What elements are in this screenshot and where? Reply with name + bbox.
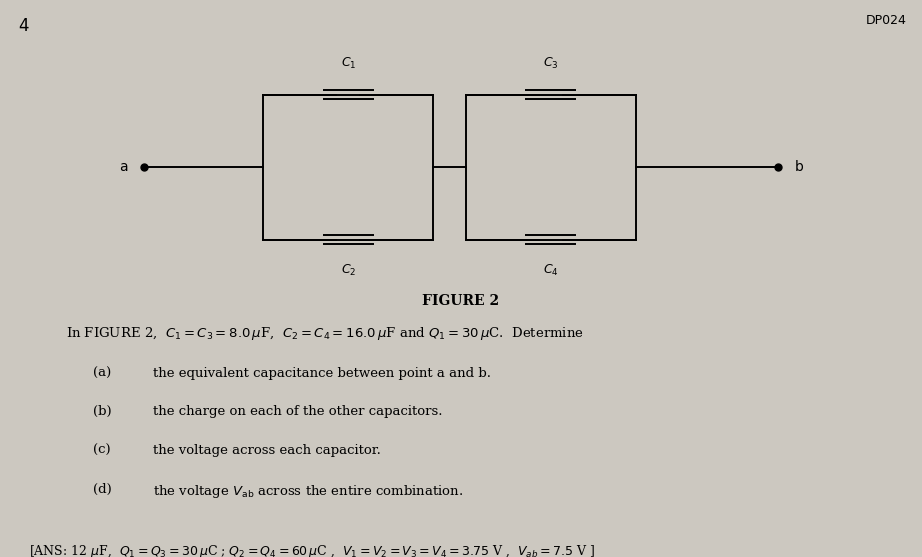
Text: In FIGURE 2,  $C_1 = C_3 = 8.0\,\mu$F,  $C_2 = C_4 = 16.0\,\mu$F and $Q_1 = 30\,: In FIGURE 2, $C_1 = C_3 = 8.0\,\mu$F, $C…: [65, 325, 584, 342]
Text: $C_4$: $C_4$: [543, 263, 559, 278]
Text: b: b: [795, 160, 804, 174]
Text: FIGURE 2: FIGURE 2: [422, 294, 500, 308]
Text: (a): (a): [93, 367, 112, 379]
Text: the voltage across each capacitor.: the voltage across each capacitor.: [153, 444, 381, 457]
Text: DP024: DP024: [866, 14, 907, 27]
Text: $C_2$: $C_2$: [341, 263, 356, 278]
Text: the charge on each of the other capacitors.: the charge on each of the other capacito…: [153, 405, 443, 418]
Text: the voltage $V_{\mathrm{ab}}$ across the entire combination.: the voltage $V_{\mathrm{ab}}$ across the…: [153, 483, 464, 500]
Text: [ANS: 12 $\mu$F,  $Q_1 = Q_3 = 30\,\mu$C ; $Q_2 = Q_4 = 60\,\mu$C ,  $V_1 = V_2 : [ANS: 12 $\mu$F, $Q_1 = Q_3 = 30\,\mu$C …: [29, 543, 595, 557]
Text: (d): (d): [93, 483, 112, 496]
Text: (c): (c): [93, 444, 111, 457]
Text: $C_1$: $C_1$: [340, 56, 356, 71]
Text: 4: 4: [18, 17, 29, 35]
Text: a: a: [119, 160, 127, 174]
Text: the equivalent capacitance between point a and b.: the equivalent capacitance between point…: [153, 367, 491, 379]
Text: (b): (b): [93, 405, 112, 418]
Text: $C_3$: $C_3$: [543, 56, 559, 71]
